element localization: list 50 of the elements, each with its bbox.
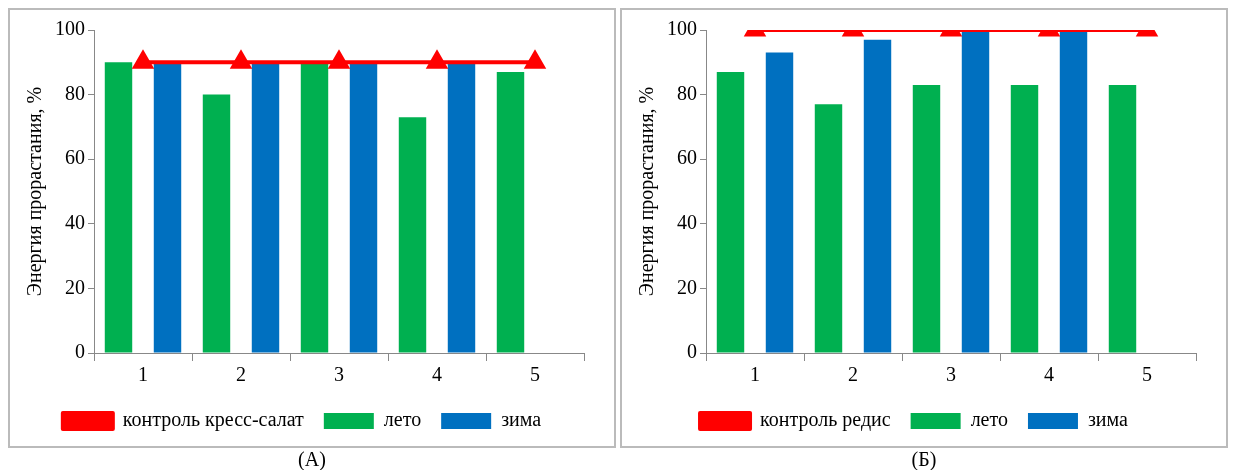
x-tick-label: 1	[138, 363, 148, 386]
y-tick-label: 100	[55, 17, 85, 40]
x-tick-label: 5	[1142, 363, 1152, 386]
text: (А)	[297, 448, 327, 470]
y-tick-label: 40	[677, 211, 697, 234]
bar	[251, 62, 280, 353]
bar	[1108, 84, 1137, 353]
x-tick-label: 4	[432, 363, 442, 386]
y-axis-title: Энергия прорастания, %	[23, 86, 47, 297]
x-tick-label: 3	[946, 363, 956, 386]
bar	[447, 62, 476, 353]
legend-label: контроль кресс-салат	[122, 408, 305, 432]
x-tick-label: 4	[1044, 363, 1054, 386]
bar	[814, 104, 843, 353]
bar	[716, 71, 745, 353]
y-tick-label: 20	[677, 275, 697, 298]
text: (Б)	[910, 448, 938, 470]
x-tick-label: 3	[334, 363, 344, 386]
bar	[1059, 30, 1088, 353]
bar	[153, 62, 182, 353]
bar	[398, 117, 427, 353]
legend-label: лето	[970, 408, 1008, 431]
legend-label: зима	[501, 408, 542, 431]
bar	[912, 84, 941, 353]
bar	[349, 62, 378, 353]
bar	[961, 30, 990, 353]
y-axis-title: Энергия прорастания, %	[635, 86, 659, 297]
y-tick-label: 80	[65, 81, 85, 104]
y-tick-label: 100	[667, 17, 697, 40]
bar	[300, 62, 329, 353]
y-tick-label: 60	[65, 146, 85, 169]
x-tick-label: 1	[750, 363, 760, 386]
bar	[104, 62, 133, 353]
x-tick-label: 2	[236, 363, 246, 386]
y-tick-label: 0	[75, 340, 85, 363]
legend-label: контроль редис	[760, 408, 891, 432]
bar	[863, 39, 892, 353]
x-tick-label: 2	[848, 363, 858, 386]
bar	[496, 71, 525, 353]
x-tick-label: 5	[530, 363, 540, 386]
bar	[1010, 84, 1039, 353]
legend-label: зима	[1087, 408, 1129, 431]
y-tick-label: 40	[65, 211, 85, 234]
bar	[765, 52, 794, 353]
y-tick-label: 80	[677, 81, 697, 104]
legend-label: лето	[383, 408, 422, 431]
y-tick-label: 60	[677, 146, 697, 169]
bar	[202, 94, 231, 353]
y-tick-label: 20	[65, 275, 85, 298]
y-tick-label: 0	[687, 340, 697, 363]
